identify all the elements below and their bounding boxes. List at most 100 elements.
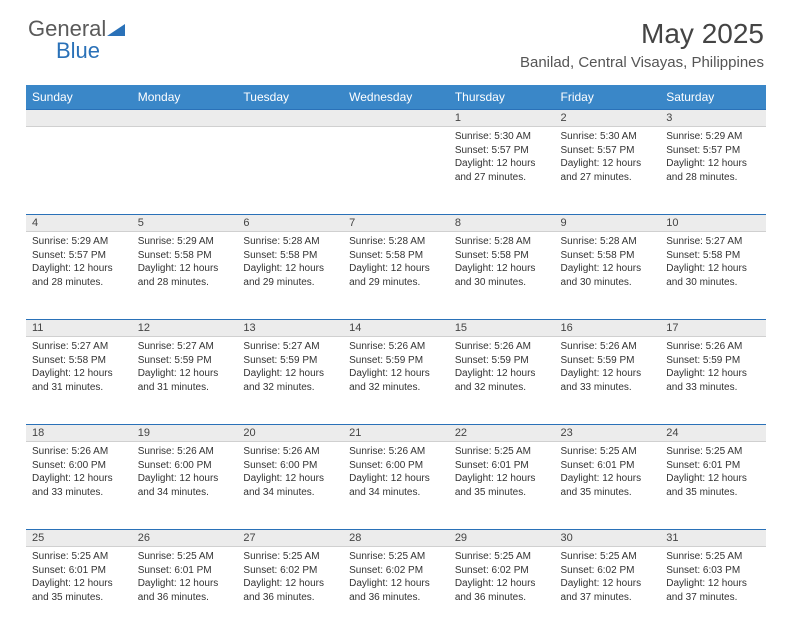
day-number: 31	[660, 530, 766, 547]
sunset-text: Sunset: 5:58 PM	[32, 354, 126, 368]
sunset-text: Sunset: 5:59 PM	[455, 354, 549, 368]
sunset-text: Sunset: 5:58 PM	[666, 249, 760, 263]
weekday-header: Sunday	[26, 85, 132, 110]
daylight-text-2: and 30 minutes.	[561, 276, 655, 290]
day-number: 24	[660, 425, 766, 442]
day-number: 18	[26, 425, 132, 442]
sunset-text: Sunset: 5:59 PM	[666, 354, 760, 368]
day-number	[343, 110, 449, 127]
sunrise-text: Sunrise: 5:27 AM	[32, 340, 126, 354]
sunset-text: Sunset: 6:01 PM	[32, 564, 126, 578]
sunrise-text: Sunrise: 5:26 AM	[349, 445, 443, 459]
sunrise-text: Sunrise: 5:26 AM	[349, 340, 443, 354]
day-cell	[132, 127, 238, 215]
sunset-text: Sunset: 5:59 PM	[561, 354, 655, 368]
day-number: 27	[237, 530, 343, 547]
day-cell: Sunrise: 5:25 AMSunset: 6:02 PMDaylight:…	[555, 547, 661, 635]
sunset-text: Sunset: 6:02 PM	[561, 564, 655, 578]
daylight-text-1: Daylight: 12 hours	[138, 472, 232, 486]
day-number: 19	[132, 425, 238, 442]
daylight-text-2: and 33 minutes.	[561, 381, 655, 395]
sunset-text: Sunset: 6:02 PM	[455, 564, 549, 578]
day-number: 7	[343, 215, 449, 232]
day-number: 9	[555, 215, 661, 232]
day-cell: Sunrise: 5:25 AMSunset: 6:02 PMDaylight:…	[343, 547, 449, 635]
day-cell: Sunrise: 5:25 AMSunset: 6:01 PMDaylight:…	[555, 442, 661, 530]
sunrise-text: Sunrise: 5:27 AM	[138, 340, 232, 354]
daylight-text-2: and 27 minutes.	[561, 171, 655, 185]
sunset-text: Sunset: 5:58 PM	[349, 249, 443, 263]
daylight-text-1: Daylight: 12 hours	[455, 577, 549, 591]
day-cell: Sunrise: 5:25 AMSunset: 6:03 PMDaylight:…	[660, 547, 766, 635]
day-cell	[237, 127, 343, 215]
sunrise-text: Sunrise: 5:25 AM	[32, 550, 126, 564]
weekday-header: Wednesday	[343, 85, 449, 110]
day-number	[26, 110, 132, 127]
sunrise-text: Sunrise: 5:28 AM	[243, 235, 337, 249]
daylight-text-2: and 36 minutes.	[349, 591, 443, 605]
day-cell: Sunrise: 5:29 AMSunset: 5:57 PMDaylight:…	[660, 127, 766, 215]
content-row: Sunrise: 5:26 AMSunset: 6:00 PMDaylight:…	[26, 442, 766, 530]
sunset-text: Sunset: 6:00 PM	[243, 459, 337, 473]
sunrise-text: Sunrise: 5:25 AM	[561, 550, 655, 564]
sunset-text: Sunset: 6:00 PM	[349, 459, 443, 473]
header: GeneralBlue May 2025 Banilad, Central Vi…	[0, 0, 792, 79]
sunset-text: Sunset: 6:00 PM	[32, 459, 126, 473]
day-number: 4	[26, 215, 132, 232]
day-number: 3	[660, 110, 766, 127]
weekday-header: Thursday	[449, 85, 555, 110]
daynum-row: 18192021222324	[26, 425, 766, 442]
day-number: 29	[449, 530, 555, 547]
sunset-text: Sunset: 6:03 PM	[666, 564, 760, 578]
day-number: 22	[449, 425, 555, 442]
day-number: 8	[449, 215, 555, 232]
day-cell: Sunrise: 5:30 AMSunset: 5:57 PMDaylight:…	[555, 127, 661, 215]
daylight-text-1: Daylight: 12 hours	[455, 262, 549, 276]
day-cell: Sunrise: 5:26 AMSunset: 6:00 PMDaylight:…	[26, 442, 132, 530]
day-cell: Sunrise: 5:26 AMSunset: 5:59 PMDaylight:…	[660, 337, 766, 425]
daylight-text-2: and 29 minutes.	[349, 276, 443, 290]
content-row: Sunrise: 5:29 AMSunset: 5:57 PMDaylight:…	[26, 232, 766, 320]
day-number: 21	[343, 425, 449, 442]
sunset-text: Sunset: 6:01 PM	[561, 459, 655, 473]
daylight-text-2: and 37 minutes.	[561, 591, 655, 605]
day-cell: Sunrise: 5:28 AMSunset: 5:58 PMDaylight:…	[237, 232, 343, 320]
day-number: 30	[555, 530, 661, 547]
day-cell: Sunrise: 5:27 AMSunset: 5:58 PMDaylight:…	[26, 337, 132, 425]
content-row: Sunrise: 5:27 AMSunset: 5:58 PMDaylight:…	[26, 337, 766, 425]
daylight-text-1: Daylight: 12 hours	[455, 367, 549, 381]
sunset-text: Sunset: 5:59 PM	[243, 354, 337, 368]
daylight-text-2: and 32 minutes.	[455, 381, 549, 395]
daylight-text-2: and 36 minutes.	[243, 591, 337, 605]
daylight-text-1: Daylight: 12 hours	[455, 157, 549, 171]
day-number: 10	[660, 215, 766, 232]
day-cell: Sunrise: 5:26 AMSunset: 6:00 PMDaylight:…	[237, 442, 343, 530]
location-label: Banilad, Central Visayas, Philippines	[520, 54, 764, 71]
daylight-text-2: and 33 minutes.	[32, 486, 126, 500]
daylight-text-1: Daylight: 12 hours	[138, 262, 232, 276]
day-number: 25	[26, 530, 132, 547]
day-cell	[343, 127, 449, 215]
logo: GeneralBlue	[28, 18, 126, 62]
daylight-text-1: Daylight: 12 hours	[349, 367, 443, 381]
daylight-text-2: and 32 minutes.	[349, 381, 443, 395]
sunrise-text: Sunrise: 5:25 AM	[243, 550, 337, 564]
day-cell: Sunrise: 5:26 AMSunset: 5:59 PMDaylight:…	[343, 337, 449, 425]
daylight-text-2: and 33 minutes.	[666, 381, 760, 395]
calendar-table: Sunday Monday Tuesday Wednesday Thursday…	[26, 85, 766, 635]
sunrise-text: Sunrise: 5:25 AM	[455, 445, 549, 459]
day-number: 20	[237, 425, 343, 442]
sunset-text: Sunset: 6:02 PM	[243, 564, 337, 578]
sunset-text: Sunset: 5:57 PM	[561, 144, 655, 158]
day-cell: Sunrise: 5:25 AMSunset: 6:02 PMDaylight:…	[237, 547, 343, 635]
day-cell: Sunrise: 5:26 AMSunset: 6:00 PMDaylight:…	[343, 442, 449, 530]
day-number: 11	[26, 320, 132, 337]
weekday-header: Saturday	[660, 85, 766, 110]
day-number	[237, 110, 343, 127]
day-cell: Sunrise: 5:28 AMSunset: 5:58 PMDaylight:…	[555, 232, 661, 320]
weekday-header: Monday	[132, 85, 238, 110]
sunset-text: Sunset: 6:01 PM	[666, 459, 760, 473]
daylight-text-2: and 35 minutes.	[32, 591, 126, 605]
day-number: 16	[555, 320, 661, 337]
day-number: 2	[555, 110, 661, 127]
